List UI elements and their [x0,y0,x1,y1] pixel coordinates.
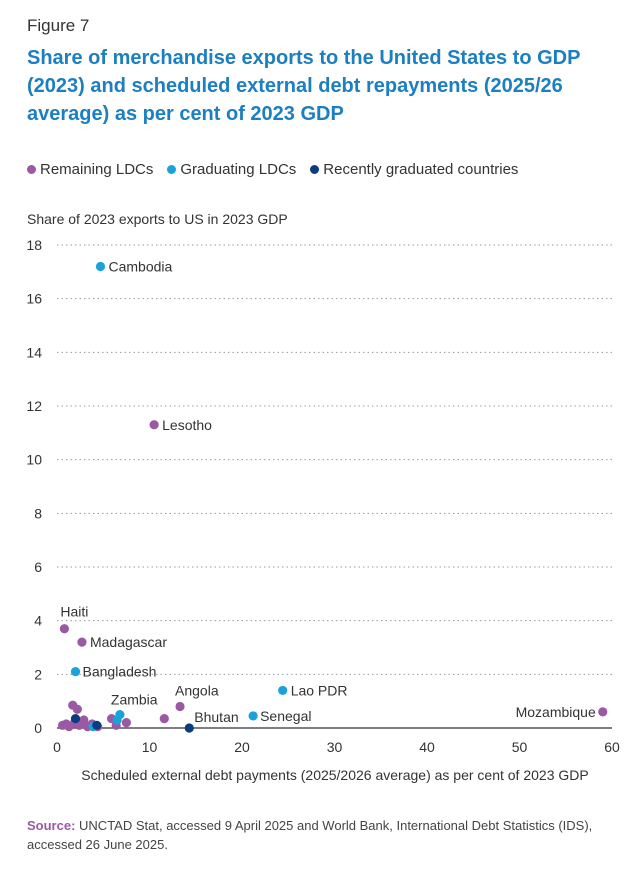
x-tick-label: 30 [327,739,343,755]
legend-dot-icon [167,164,177,174]
y-axis-label: Share of 2023 exports to US in 2023 GDP [27,211,288,227]
legend-label: Graduating LDCs [180,160,297,178]
point-cambodia [95,261,106,272]
legend-dot-icon [27,164,36,174]
point-label: Lesotho [162,417,212,433]
y-tick-label: 8 [34,505,42,521]
x-axis-label: Scheduled external debt payments (2025/2… [81,767,588,783]
y-tick-label: 16 [26,291,42,307]
legend-label: Recently graduated countries [323,160,519,178]
point-label: Haiti [60,604,88,620]
data-point [121,718,131,728]
y-tick-label: 14 [26,344,42,360]
y-tick-label: 4 [34,613,42,629]
y-tick-label: 2 [34,666,42,682]
y-tick-label: 10 [26,452,42,468]
data-point [92,720,102,730]
point-mozambique [598,707,608,717]
gridlines [57,244,612,675]
source-text: UNCTAD Stat, accessed 9 April 2025 and W… [27,818,593,852]
legend-dot-icon [310,164,320,174]
data-point [79,715,89,725]
y-tick-labels: 0 2 4 6 8 10 12 14 16 18 [26,237,42,736]
legend-label: Remaining LDCs [40,160,154,178]
point-label: Lao PDR [291,682,348,698]
scatter-chart: Share of 2023 exports to US in 2023 GDP … [26,211,620,783]
x-tick-label: 0 [53,739,61,755]
point-senegal [248,711,258,721]
data-points [57,261,608,733]
data-point [112,715,122,725]
legend-item-remaining: Remaining LDCs [27,161,153,178]
point-bangladesh [70,667,81,677]
x-tick-labels: 0 10 20 30 40 50 60 [53,739,620,755]
point-angola [175,701,185,712]
data-point [70,714,81,724]
x-tick-label: 60 [604,739,620,755]
y-tick-label: 6 [34,559,42,575]
point-label: Angola [175,683,219,699]
y-tick-label: 18 [26,237,42,253]
point-madagascar [77,637,87,647]
point-label: Mozambique [516,704,596,720]
point-label: Madagascar [90,634,167,650]
point-label: Senegal [260,708,311,724]
x-tick-label: 50 [512,739,528,755]
point-label: Zambia [111,692,158,708]
point-lao-pdr [278,685,288,696]
point-label: Bhutan [194,709,238,725]
x-tick-label: 40 [419,739,435,755]
legend-item-recent: Recently graduated countries [310,161,518,178]
x-tick-label: 20 [234,739,250,755]
y-tick-label: 12 [26,398,42,414]
chart-title: Share of merchandise exports to the Unit… [27,47,581,125]
point-label: Cambodia [108,258,172,274]
data-point [72,704,82,714]
legend-item-graduating: Graduating LDCs [167,161,296,178]
point-haiti [59,624,69,634]
x-tick-label: 10 [142,739,158,755]
figure-label: Figure 7 [27,16,90,35]
point-lesotho [149,420,159,430]
point-bhutan [184,723,194,733]
source-label: Source: [27,818,76,833]
data-point [159,714,169,724]
point-label: Bangladesh [83,664,157,680]
source-note: Source: UNCTAD Stat, accessed 9 April 20… [27,816,627,854]
chart-legend: Remaining LDCs Graduating LDCs Recently … [27,158,518,180]
y-tick-label: 0 [34,720,42,736]
